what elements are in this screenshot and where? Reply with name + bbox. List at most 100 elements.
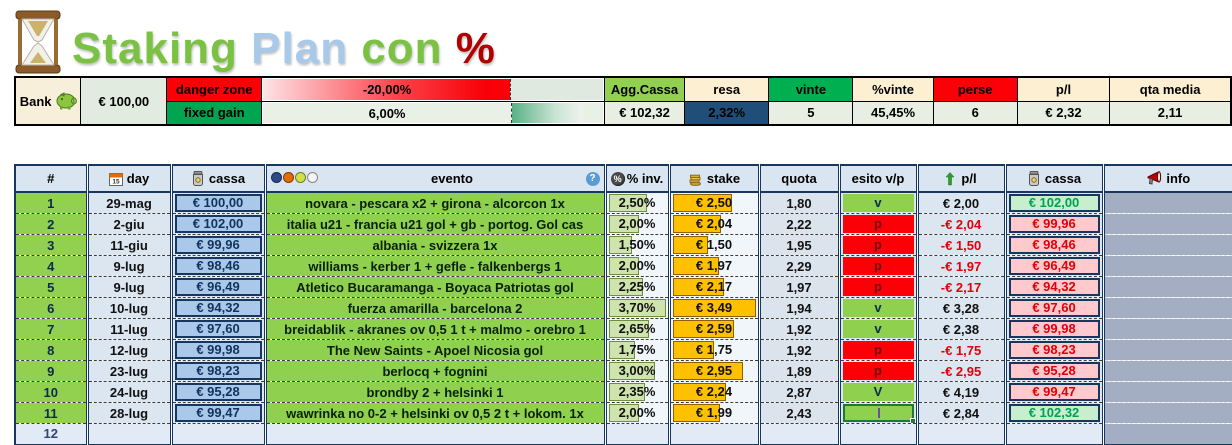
- cell-evento[interactable]: wawrinka no 0-2 + helsinki ov 0,5 2 t + …: [265, 402, 607, 424]
- cell-cassa-start[interactable]: € 99,98: [171, 339, 267, 361]
- cell-esito[interactable]: v: [839, 297, 919, 319]
- cell-pl[interactable]: -€ 1,50: [917, 234, 1007, 256]
- cell-stake[interactable]: € 1,97: [669, 255, 761, 277]
- cell-pl[interactable]: -€ 2,17: [917, 276, 1007, 298]
- cell-day[interactable]: 10-lug: [87, 297, 173, 319]
- cell-inv-percent[interactable]: 2,00%: [605, 255, 671, 277]
- cell-stake[interactable]: € 1,50: [669, 234, 761, 256]
- cell-cassa-end[interactable]: € 94,32: [1005, 276, 1105, 298]
- cell-esito[interactable]: p: [839, 255, 919, 277]
- cell-row-number[interactable]: 1: [15, 192, 89, 214]
- cell-evento[interactable]: breidablik - akranes ov 0,5 1 t + malmo …: [265, 318, 607, 340]
- col-header-cassa2[interactable]: cassa: [1005, 165, 1105, 193]
- cell-cassa-end[interactable]: € 97,60: [1005, 297, 1105, 319]
- cell-stake[interactable]: € 2,17: [669, 276, 761, 298]
- cell-info[interactable]: [1103, 423, 1232, 445]
- cell-row-number[interactable]: 4: [15, 255, 89, 277]
- cell-inv-percent[interactable]: 1,75%: [605, 339, 671, 361]
- col-header-esito[interactable]: esito v/p: [839, 165, 919, 193]
- cell-stake[interactable]: € 2,24: [669, 381, 761, 403]
- col-header-evento[interactable]: evento ?: [265, 165, 607, 193]
- cell-stake[interactable]: € 1,99: [669, 402, 761, 424]
- cell-info[interactable]: [1103, 381, 1232, 403]
- cell-esito[interactable]: p: [839, 213, 919, 235]
- cell-esito[interactable]: [839, 402, 919, 424]
- col-header-stake[interactable]: stake: [669, 165, 761, 193]
- col-header-num[interactable]: #: [15, 165, 89, 193]
- cell-pl[interactable]: -€ 2,04: [917, 213, 1007, 235]
- pl-header-top[interactable]: p/l: [1016, 76, 1111, 102]
- cell-cassa-end[interactable]: € 99,96: [1005, 213, 1105, 235]
- cell-stake[interactable]: € 2,59: [669, 318, 761, 340]
- cell-cassa-end[interactable]: € 98,46: [1005, 234, 1105, 256]
- cell-pl[interactable]: € 4,19: [917, 381, 1007, 403]
- cell-cassa-end[interactable]: € 102,32: [1005, 402, 1105, 424]
- bank-cell[interactable]: Bank: [14, 76, 82, 126]
- cell-esito[interactable]: v: [839, 192, 919, 214]
- cell-row-number[interactable]: 9: [15, 360, 89, 382]
- cell-stake[interactable]: € 2,04: [669, 213, 761, 235]
- danger-zone-bar[interactable]: -20,00%: [260, 76, 605, 102]
- cell-cassa-end[interactable]: € 99,47: [1005, 381, 1105, 403]
- cell-quota[interactable]: 1,92: [759, 318, 841, 340]
- cell-esito[interactable]: p: [839, 339, 919, 361]
- cell-evento[interactable]: berlocq + fognini: [265, 360, 607, 382]
- col-header-quota[interactable]: quota: [759, 165, 841, 193]
- cell-day[interactable]: [87, 423, 173, 445]
- cell-day[interactable]: 28-lug: [87, 402, 173, 424]
- cell-info[interactable]: [1103, 339, 1232, 361]
- cell-esito[interactable]: v: [839, 318, 919, 340]
- cell-quota[interactable]: 1,94: [759, 297, 841, 319]
- cell-cassa-start[interactable]: € 102,00: [171, 213, 267, 235]
- cell-day[interactable]: 29-mag: [87, 192, 173, 214]
- agg-cassa-value[interactable]: € 102,32: [603, 100, 686, 126]
- cell-evento[interactable]: brondby 2 + helsinki 1: [265, 381, 607, 403]
- col-header-cassa[interactable]: cassa: [171, 165, 267, 193]
- cell-row-number[interactable]: 7: [15, 318, 89, 340]
- cell-info[interactable]: [1103, 297, 1232, 319]
- cell-day[interactable]: 9-lug: [87, 255, 173, 277]
- cell-row-number[interactable]: 8: [15, 339, 89, 361]
- cell-day[interactable]: 9-lug: [87, 276, 173, 298]
- resa-header[interactable]: resa: [684, 76, 770, 102]
- fixed-gain-label[interactable]: fixed gain: [166, 100, 262, 126]
- fixed-gain-bar[interactable]: 6,00%: [260, 100, 605, 126]
- cell-cassa-start[interactable]: € 98,46: [171, 255, 267, 277]
- perse-header[interactable]: perse: [932, 76, 1018, 102]
- agg-cassa-header[interactable]: Agg.Cassa: [603, 76, 686, 102]
- cell-pl[interactable]: -€ 1,75: [917, 339, 1007, 361]
- cell-stake[interactable]: € 1,75: [669, 339, 761, 361]
- cell-quota[interactable]: 1,97: [759, 276, 841, 298]
- cell-row-number[interactable]: 12: [15, 423, 89, 445]
- cell-row-number[interactable]: 6: [15, 297, 89, 319]
- cell-info[interactable]: [1103, 234, 1232, 256]
- cell-info[interactable]: [1103, 360, 1232, 382]
- cell-cassa-start[interactable]: € 95,28: [171, 381, 267, 403]
- cell-cassa-start[interactable]: € 97,60: [171, 318, 267, 340]
- vinte-value[interactable]: 5: [768, 100, 854, 126]
- cell-quota[interactable]: 2,22: [759, 213, 841, 235]
- cell-quota[interactable]: 1,95: [759, 234, 841, 256]
- cell-esito[interactable]: [839, 423, 919, 445]
- danger-zone-label[interactable]: danger zone: [166, 76, 262, 102]
- cell-row-number[interactable]: 5: [15, 276, 89, 298]
- cell-info[interactable]: [1103, 276, 1232, 298]
- esito-cell-selected[interactable]: [842, 404, 914, 424]
- cell-day[interactable]: 24-lug: [87, 381, 173, 403]
- cell-cassa-start[interactable]: [171, 423, 267, 445]
- vinte-header[interactable]: vinte: [768, 76, 854, 102]
- cell-pl[interactable]: € 2,38: [917, 318, 1007, 340]
- cell-evento[interactable]: Atletico Bucaramanga - Boyaca Patriotas …: [265, 276, 607, 298]
- qta-media-header[interactable]: qta media: [1109, 76, 1232, 102]
- cell-quota[interactable]: 1,92: [759, 339, 841, 361]
- cell-cassa-end[interactable]: [1005, 423, 1105, 445]
- cell-esito[interactable]: V: [839, 381, 919, 403]
- cell-evento[interactable]: williams - kerber 1 + gefle - falkenberg…: [265, 255, 607, 277]
- cell-quota[interactable]: 2,29: [759, 255, 841, 277]
- pvinte-header[interactable]: %vinte: [852, 76, 934, 102]
- cell-stake[interactable]: € 3,49: [669, 297, 761, 319]
- cell-cassa-start[interactable]: € 99,47: [171, 402, 267, 424]
- cell-inv-percent[interactable]: 2,65%: [605, 318, 671, 340]
- qta-media-value[interactable]: 2,11: [1109, 100, 1232, 126]
- cell-inv-percent[interactable]: 2,00%: [605, 402, 671, 424]
